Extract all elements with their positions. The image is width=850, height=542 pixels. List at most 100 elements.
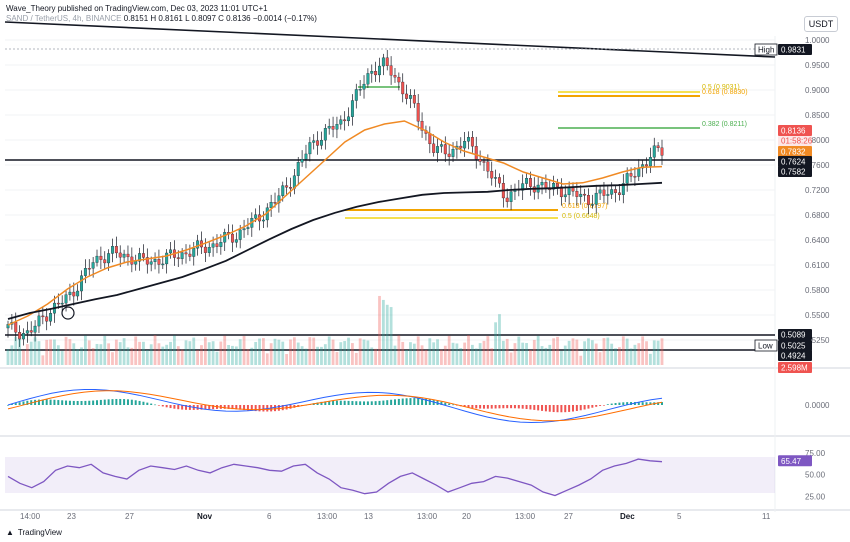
- macd-histogram-bar: [204, 405, 207, 410]
- x-tick-label: 5: [677, 512, 682, 521]
- macd-histogram-bar: [49, 399, 52, 405]
- macd-histogram-bar: [397, 398, 400, 405]
- macd-histogram-bar: [68, 400, 71, 405]
- macd-histogram-bar: [537, 405, 540, 411]
- level-label: Low: [758, 342, 773, 351]
- candle-body: [645, 164, 648, 167]
- candle-body: [498, 177, 501, 184]
- volume-bar: [525, 343, 528, 365]
- candle-body: [401, 81, 405, 95]
- candle-body: [87, 268, 91, 270]
- price-tag-value: 0.8136: [781, 127, 806, 136]
- candle-body: [320, 139, 323, 146]
- candle-body: [312, 140, 316, 143]
- candle-body: [230, 233, 234, 243]
- macd-histogram-bar: [571, 405, 574, 412]
- x-tick-label: 13:00: [515, 512, 536, 521]
- volume-bar: [463, 342, 467, 365]
- volume-bar: [598, 352, 602, 365]
- macd-histogram-bar: [157, 405, 160, 406]
- macd-histogram-bar: [645, 402, 648, 405]
- rsi-value-label: 65.47: [781, 457, 802, 466]
- macd-histogram-bar: [428, 399, 431, 405]
- macd-histogram-bar: [53, 399, 56, 405]
- volume-bar: [68, 339, 72, 365]
- candle-body: [409, 95, 412, 99]
- candle-body: [234, 239, 238, 243]
- candle-body: [192, 248, 196, 257]
- candle-body: [486, 161, 490, 172]
- macd-histogram-bar: [475, 405, 478, 409]
- level-label-bg: [754, 339, 778, 352]
- volume-bar: [351, 343, 354, 365]
- volume-bar: [436, 339, 439, 365]
- currency-button[interactable]: USDT: [804, 16, 838, 32]
- macd-histogram-bar: [479, 405, 482, 409]
- candle-body: [176, 257, 180, 259]
- candle-body: [432, 143, 436, 153]
- level-label: High: [758, 46, 774, 55]
- volume-bar: [602, 338, 606, 365]
- price-tag-value: 0.5089: [781, 331, 806, 340]
- volume-bar: [300, 346, 304, 365]
- macd-histogram-bar: [343, 400, 346, 405]
- candle-body: [184, 252, 188, 255]
- volume-bar: [269, 343, 273, 365]
- volume-bar: [281, 341, 285, 365]
- macd-histogram-bar: [595, 405, 598, 407]
- macd-histogram-bar: [467, 405, 470, 408]
- candle-body: [118, 252, 122, 258]
- volume-bar: [200, 345, 203, 365]
- candle-body: [308, 142, 312, 155]
- publisher-caption: Wave_Theory published on TradingView.com…: [6, 4, 268, 13]
- volume-bar: [370, 347, 374, 365]
- macd-histogram-bar: [161, 405, 164, 407]
- macd-signal-line: [7, 390, 663, 422]
- macd-histogram-bar: [84, 400, 87, 405]
- candle-body: [33, 325, 37, 333]
- volume-bar: [482, 340, 486, 365]
- macd-histogram-bar: [378, 400, 381, 405]
- candle-body: [134, 261, 138, 265]
- volume-bar: [521, 342, 525, 365]
- volume-bar: [91, 348, 95, 365]
- candle-body: [482, 161, 486, 163]
- macd-histogram-bar: [76, 401, 79, 405]
- volume-bar: [219, 341, 223, 365]
- candle-body: [594, 192, 598, 205]
- candle-body: [331, 126, 335, 130]
- candle-body: [470, 137, 474, 147]
- candle-body: [273, 202, 277, 204]
- volume-bar: [327, 336, 331, 365]
- candle-body: [215, 243, 219, 247]
- candle-body: [157, 259, 161, 265]
- candle-body: [358, 89, 362, 91]
- candle-body: [648, 157, 652, 167]
- macd-histogram-bar: [622, 402, 625, 405]
- price-tick-label: 0.6400: [805, 236, 830, 245]
- macd-histogram-bar: [169, 405, 172, 409]
- volume-bar: [517, 336, 521, 365]
- candle-body: [474, 146, 478, 160]
- volume-bar: [428, 338, 432, 365]
- candle-body: [602, 189, 606, 196]
- candle-body: [447, 153, 451, 157]
- macd-histogram-bar: [575, 405, 578, 411]
- candle-body: [343, 119, 347, 122]
- volume-bar: [354, 352, 358, 365]
- macd-histogram-bar: [602, 405, 605, 406]
- candle-body: [76, 290, 80, 297]
- candle-body: [567, 187, 571, 195]
- macd-histogram-bar: [498, 405, 501, 409]
- macd-histogram-bar: [641, 402, 644, 405]
- macd-histogram-bar: [103, 399, 106, 405]
- volume-bar: [447, 335, 451, 365]
- macd-histogram-bar: [370, 401, 373, 405]
- candle-body: [45, 316, 49, 322]
- macd-histogram-bar: [482, 405, 485, 409]
- candle-body: [362, 83, 366, 90]
- candle-body: [335, 124, 339, 130]
- macd-histogram-bar: [185, 405, 188, 410]
- candle-body: [528, 178, 532, 187]
